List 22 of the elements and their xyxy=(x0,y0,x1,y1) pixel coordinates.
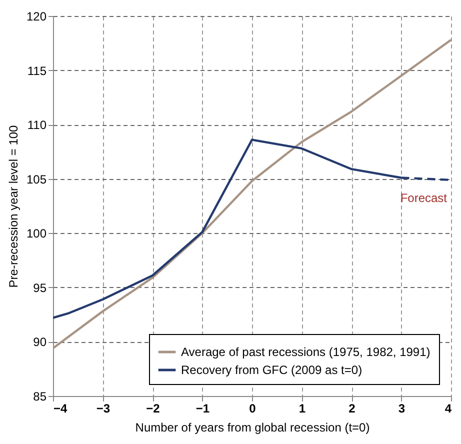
x-tick-label: 2 xyxy=(348,402,356,416)
annotation: Forecast xyxy=(400,191,448,205)
x-tick-label: −4 xyxy=(54,402,68,416)
legend-label: Recovery from GFC (2009 as t=0) xyxy=(181,363,362,377)
x-tick-label: 3 xyxy=(398,402,406,416)
y-tick-label: 100 xyxy=(26,226,47,241)
y-tick-label: 105 xyxy=(26,172,47,186)
x-tick-label: −1 xyxy=(196,402,210,416)
y-tick-label: 90 xyxy=(33,335,47,350)
x-tick-label: 1 xyxy=(298,402,306,416)
x-tick-label: 0 xyxy=(249,402,256,416)
x-tick-label: 4 xyxy=(444,402,452,416)
y-tick-label: 95 xyxy=(33,280,47,295)
x-axis-title: Number of years from global recession (t=0) xyxy=(135,420,370,434)
x-tick-label: −2 xyxy=(146,402,160,416)
y-tick-label: 110 xyxy=(27,118,47,132)
y-axis-title: Pre-recession year level = 100 xyxy=(6,124,20,288)
y-tick-label: 85 xyxy=(33,390,47,404)
legend-label: Average of past recessions (1975, 1982, 1991) xyxy=(181,345,430,359)
x-tick-label: −3 xyxy=(96,402,110,416)
y-tick-label: 120 xyxy=(26,10,47,24)
y-tick-label: 115 xyxy=(27,64,47,78)
